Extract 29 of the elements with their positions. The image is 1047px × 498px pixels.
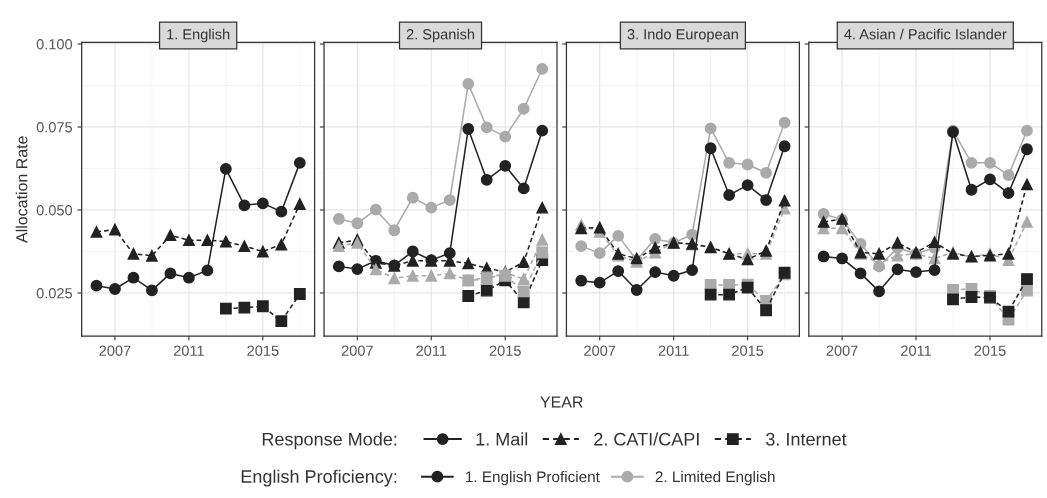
y-tick-label: 0.075 [36,122,73,133]
legend-label: 1. English Proficient [466,470,600,486]
x-tick-label: 2011 [416,345,447,356]
x-tick-label: 2011 [173,345,204,356]
text: Response Mode: [262,432,397,450]
text: 3. Internet [766,432,847,446]
x-tick-label: 2015 [732,345,764,356]
text: 1. Mail [476,432,528,446]
chart-title: 3. Indo European [627,28,738,43]
y-tick-label: 0.025 [36,288,73,299]
chart-title: 4. Asian / Pacific Islander [844,28,1007,40]
chart-title: 2. Spanish [406,28,475,43]
y-tick-label: 0.050 [36,205,73,216]
x-axis-title: YEAR [540,396,583,408]
x-tick-label: 2011 [901,345,932,356]
chart-title: 1. English [167,28,230,43]
text: 2. CATI/CAPI [594,432,699,446]
x-tick-label: 2007 [584,345,616,356]
legend-label: 2. Limited English [655,470,775,486]
x-tick-label: 2015 [247,345,279,356]
x-tick-label: 2007 [99,345,131,356]
legend-title: English Proficiency: [241,469,397,487]
x-tick-label: 2011 [658,345,689,356]
y-axis-title: Allocation Rate [15,136,28,243]
x-tick-label: 2015 [974,345,1006,356]
x-tick-label: 2015 [489,345,521,356]
x-tick-label: 2007 [341,345,373,356]
y-tick-label: 0.100 [36,39,73,50]
x-tick-label: 2007 [826,345,858,356]
